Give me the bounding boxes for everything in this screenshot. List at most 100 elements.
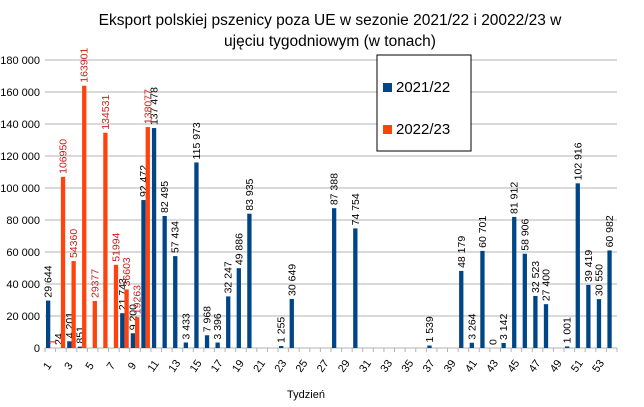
x-tick-label: 51 xyxy=(569,358,586,375)
data-label: 7 968 xyxy=(202,306,214,332)
bar xyxy=(135,317,140,348)
chart-title-line-2: ujęciu tygodniowym (w tonach) xyxy=(224,33,436,50)
y-tick-label: 100 000 xyxy=(0,183,40,195)
data-label: 36603 xyxy=(121,257,133,286)
bar xyxy=(226,296,231,348)
x-tick-label: 29 xyxy=(336,358,353,375)
bar xyxy=(533,295,538,348)
data-label: 81 912 xyxy=(509,182,521,214)
x-tick-label: 3 xyxy=(62,360,75,372)
data-label: 57 434 xyxy=(170,221,182,253)
y-tick-label: 0 xyxy=(34,343,40,355)
x-tick-label: 15 xyxy=(188,358,205,375)
legend-box xyxy=(376,54,472,152)
bar xyxy=(60,176,66,348)
bar xyxy=(45,300,51,348)
chart-title-line-1: Eksport polskiej pszenicy poza UE w sezo… xyxy=(98,12,562,29)
bar xyxy=(82,85,87,349)
data-label: 138077 xyxy=(142,89,154,124)
bar xyxy=(204,335,210,348)
data-label: 3 142 xyxy=(498,314,510,340)
x-tick-label: 47 xyxy=(527,358,544,375)
x-tick-label: 1 xyxy=(41,360,54,372)
data-label: 163901 xyxy=(79,48,91,83)
x-tick-label: 37 xyxy=(421,358,438,375)
data-label: 83 935 xyxy=(244,178,256,210)
series-2: 1106950543601639012937713453151994366031… xyxy=(47,48,154,349)
bar xyxy=(586,284,591,348)
data-label: 3 264 xyxy=(466,313,478,339)
bar xyxy=(145,127,150,348)
y-tick-label: 40 000 xyxy=(6,279,40,291)
bar xyxy=(92,300,97,348)
bar xyxy=(512,216,517,348)
legend-label: 2022/23 xyxy=(396,121,450,138)
bar xyxy=(469,342,474,348)
x-tick-label: 11 xyxy=(146,358,162,374)
x-tick-label: 33 xyxy=(378,358,395,375)
x-tick-label: 53 xyxy=(590,358,607,375)
bar xyxy=(77,346,83,348)
data-label: 82 495 xyxy=(159,181,171,213)
data-label: 60 982 xyxy=(604,215,616,247)
bar xyxy=(67,341,72,348)
data-label: 1 001 xyxy=(562,317,574,343)
data-label: 3 396 xyxy=(212,313,224,339)
legend-label: 2021/22 xyxy=(396,79,450,96)
y-tick-label: 160 000 xyxy=(0,87,40,99)
data-label: 60 701 xyxy=(477,216,489,248)
bar xyxy=(103,132,108,348)
y-tick-label: 180 000 xyxy=(0,55,40,67)
data-label: 115 973 xyxy=(191,122,203,159)
x-tick-label: 25 xyxy=(294,358,311,375)
bar xyxy=(173,256,178,348)
data-label: 49 886 xyxy=(233,233,245,265)
x-tick-label: 45 xyxy=(505,358,522,375)
data-label: 1 539 xyxy=(424,316,436,342)
chart-title: Eksport polskiej pszenicy poza UE w sezo… xyxy=(40,10,620,52)
data-label: 87 388 xyxy=(329,173,341,205)
data-label: 27 400 xyxy=(540,269,552,301)
legend-swatch xyxy=(383,83,392,92)
bar xyxy=(480,250,485,348)
bar xyxy=(596,299,602,348)
bar xyxy=(183,342,188,348)
bar xyxy=(279,345,284,348)
bar xyxy=(120,313,125,348)
bar xyxy=(607,250,612,348)
y-tick-label: 20 000 xyxy=(6,311,40,323)
x-tick-label: 21 xyxy=(251,358,268,375)
legend-swatch xyxy=(383,125,392,134)
x-axis-title: Tydzień xyxy=(287,389,325,401)
x-tick-label: 31 xyxy=(357,358,374,375)
bar xyxy=(353,228,358,348)
x-tick-label: 13 xyxy=(167,358,184,375)
data-label: 102 916 xyxy=(572,142,584,180)
x-tick-label: 23 xyxy=(272,358,289,375)
bar xyxy=(501,342,506,348)
x-tick-label: 41 xyxy=(463,358,480,375)
bar xyxy=(331,208,337,348)
data-label: 3 433 xyxy=(180,313,192,339)
data-label: 51994 xyxy=(111,232,123,261)
x-tick-label: 9 xyxy=(126,360,139,372)
data-label: 1 255 xyxy=(276,317,288,343)
legend: 2021/22 2022/23 xyxy=(376,54,472,152)
data-label: 39 419 xyxy=(583,250,595,282)
x-tick-label: 39 xyxy=(442,358,459,375)
x-tick-label: 35 xyxy=(400,358,417,375)
bar xyxy=(427,345,432,348)
bar xyxy=(194,162,199,348)
bar xyxy=(522,253,527,348)
x-tick-label: 43 xyxy=(484,358,501,375)
bar xyxy=(565,346,570,348)
y-tick-label: 80 000 xyxy=(6,215,40,227)
data-label: 54360 xyxy=(68,229,80,258)
bar xyxy=(113,264,119,348)
y-tick-label: 120 000 xyxy=(0,151,40,163)
bar xyxy=(459,270,464,348)
x-tick-label: 5 xyxy=(84,360,97,372)
